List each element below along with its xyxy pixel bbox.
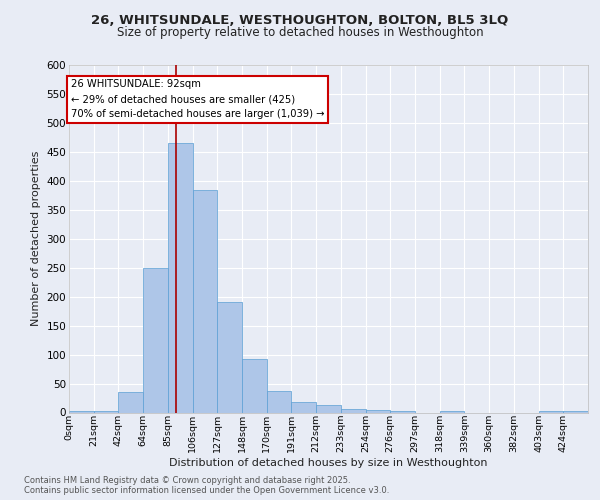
Bar (365, 410, 390, 412)
Bar (69, 411, 94, 412)
Text: Contains HM Land Registry data © Crown copyright and database right 2025.
Contai: Contains HM Land Registry data © Crown c… (24, 476, 389, 495)
Bar (440, 411, 464, 412)
Bar (118, 392, 143, 412)
Bar (217, 302, 242, 412)
Bar (341, 409, 365, 412)
Bar (316, 405, 341, 412)
Bar (539, 411, 563, 412)
Bar (267, 391, 292, 412)
Text: Size of property relative to detached houses in Westhoughton: Size of property relative to detached ho… (116, 26, 484, 39)
Bar (563, 411, 588, 412)
Y-axis label: Number of detached properties: Number of detached properties (31, 151, 41, 326)
Bar (193, 190, 217, 412)
Bar (168, 143, 193, 412)
Text: 26 WHITSUNDALE: 92sqm
← 29% of detached houses are smaller (425)
70% of semi-det: 26 WHITSUNDALE: 92sqm ← 29% of detached … (71, 80, 325, 119)
Bar (143, 268, 168, 412)
Bar (242, 359, 267, 412)
X-axis label: Distribution of detached houses by size in Westhoughton: Distribution of detached houses by size … (169, 458, 488, 468)
Bar (292, 402, 316, 412)
Text: 26, WHITSUNDALE, WESTHOUGHTON, BOLTON, BL5 3LQ: 26, WHITSUNDALE, WESTHOUGHTON, BOLTON, B… (91, 14, 509, 27)
Bar (390, 411, 415, 412)
Bar (94, 411, 118, 412)
